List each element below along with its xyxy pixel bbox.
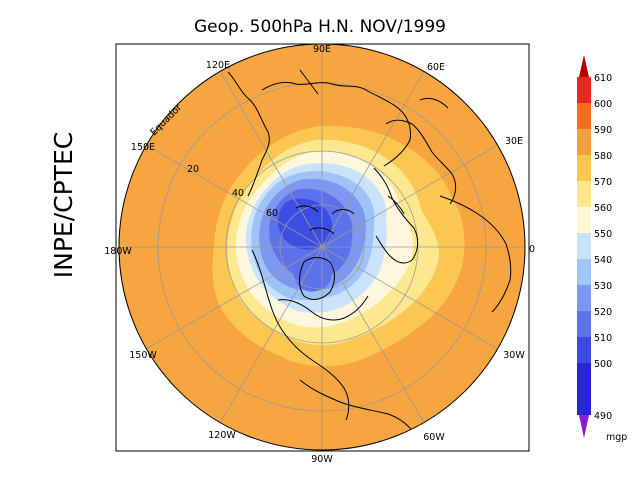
coast-arctic-islands [295, 205, 355, 235]
colorbar-segment-590-600 [577, 103, 591, 129]
colorbar-tick: 570 [594, 177, 612, 188]
colorbar-tick: 530 [594, 281, 612, 292]
label-lon-30w: 30W [503, 350, 525, 361]
label-lon-60w: 60W [423, 432, 445, 443]
coast-arabia-india [385, 97, 457, 205]
colorbar-tick: 610 [594, 73, 612, 84]
field-500-510 [278, 198, 333, 250]
colorbar-arrow-bottom [579, 415, 589, 438]
colorbar-tick: 490 [594, 411, 612, 422]
label-lon-120e: 120E [206, 60, 230, 71]
colorbar-tick: 500 [594, 359, 612, 370]
meridian-60w [321, 246, 425, 424]
meridian-150e [145, 144, 323, 248]
coast-asia [227, 69, 411, 197]
coast-north-america [251, 249, 369, 421]
label-lat-40: 40 [232, 188, 244, 199]
colorbar-unit: mgp [606, 432, 627, 443]
meridian-150w [145, 246, 323, 350]
colorbar-segment-560-570 [577, 181, 591, 207]
coastlines [227, 69, 512, 437]
label-lon-0: 0 [529, 244, 535, 255]
colorbar-tick: 540 [594, 255, 612, 266]
label-lon-180w: 180W [104, 246, 132, 257]
colorbar-segment-540-550 [577, 233, 591, 259]
label-lon-30e: 30E [505, 136, 523, 147]
colorbar: 610 600 590 580 570 560 550 540 530 520 … [577, 55, 627, 443]
label-lat-20: 20 [187, 164, 199, 175]
colorbar-arrow-top [579, 55, 589, 77]
meridian-60e [321, 70, 425, 248]
meridian-120e [219, 70, 323, 248]
coast-greenland [299, 257, 335, 300]
meridian-30w [321, 246, 499, 350]
colorbar-segment-490-500 [577, 363, 591, 389]
label-lon-60e: 60E [427, 62, 445, 73]
colorbar-segment-500-510 [577, 337, 591, 363]
colorbar-segment-600-610 [577, 77, 591, 103]
label-lon-150e: 150E [131, 142, 155, 153]
colorbar-segment-530-540 [577, 259, 591, 285]
label-lon-120w: 120W [208, 430, 236, 441]
meridian-120w [219, 246, 323, 424]
colorbar-tick: 510 [594, 333, 612, 344]
institution-label: INPE/CPTEC [49, 132, 78, 278]
label-lat-60: 60 [266, 208, 278, 219]
colorbar-segment-below-500 [577, 389, 591, 415]
colorbar-segment-550-560 [577, 207, 591, 233]
meridian-30e [321, 144, 499, 248]
coast-europe [373, 167, 419, 264]
label-lon-150w: 150W [129, 350, 157, 361]
colorbar-segment-580-590 [577, 129, 591, 155]
colorbar-tick: 520 [594, 307, 612, 318]
colorbar-segment-570-580 [577, 155, 591, 181]
colorbar-tick: 550 [594, 229, 612, 240]
colorbar-tick: 580 [594, 151, 612, 162]
colorbar-tick: 590 [594, 125, 612, 136]
colorbar-segment-520-530 [577, 285, 591, 311]
colorbar-tick: 600 [594, 99, 612, 110]
coast-central-south-america [299, 379, 417, 437]
coast-africa [439, 195, 512, 313]
label-lon-90w: 90W [311, 454, 333, 465]
colorbar-segment-510-520 [577, 311, 591, 337]
label-lon-90e: 90E [313, 44, 331, 55]
colorbar-tick: 560 [594, 203, 612, 214]
map-disk-outline [118, 43, 526, 451]
map-title: Geop. 500hPa H.N. NOV/1999 [194, 17, 446, 37]
